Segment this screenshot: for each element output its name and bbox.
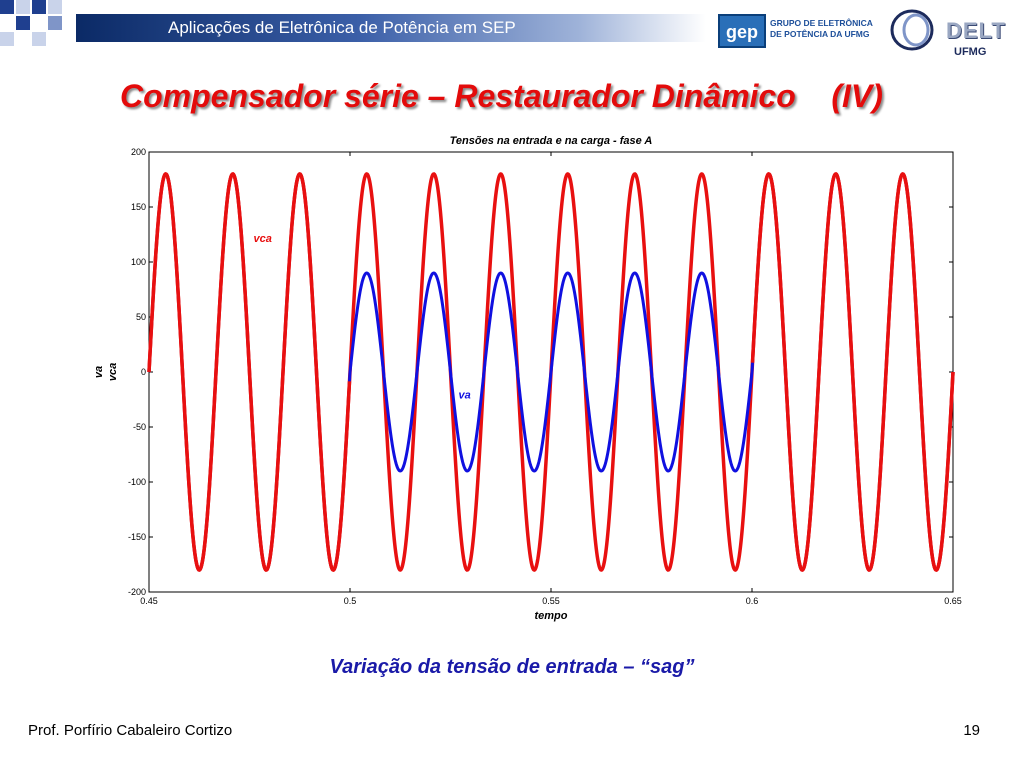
slide-header: Aplicações de Eletrônica de Potência em … [0, 0, 1024, 58]
delt-logo-icon [890, 9, 934, 51]
y-tick-label: 100 [131, 257, 146, 267]
logos: gep GRUPO DE ELETRÔNICA DE POTÊNCIA DA U… [718, 8, 1018, 58]
deco-square [0, 32, 14, 46]
x-tick-label: 0.45 [140, 596, 158, 606]
y-tick-label: -100 [128, 477, 146, 487]
y-tick-label: -150 [128, 532, 146, 542]
chart-title: Tensões na entrada e na carga - fase A [450, 135, 653, 147]
x-tick-label: 0.65 [944, 596, 962, 606]
series-annotation-va: va [459, 389, 471, 401]
series-annotation-vca: vca [254, 233, 272, 245]
deco-square [32, 0, 46, 14]
x-tick-label: 0.5 [344, 596, 357, 606]
slide-title: Compensador série – Restaurador Dinâmico… [120, 78, 883, 114]
delt-logo-text: DELT [946, 18, 1006, 43]
header-gradient-strip [76, 14, 706, 42]
deco-square [48, 16, 62, 30]
ufmg-logo-text: UFMG [954, 46, 987, 58]
axis-ticks: 0.45 0.5 0.55 0.6 0.65 200 150 100 50 0 -50 -100 -15… [128, 147, 962, 606]
deco-square [16, 0, 30, 14]
gep-logo-text: gep [725, 22, 758, 42]
y-axis-label-vca: vca [107, 363, 119, 381]
gep-group-name: GRUPO DE ELETRÔNICA DE POTÊNCIA DA UFMG [770, 18, 873, 39]
page-number: 19 [963, 722, 980, 739]
voltage-chart: Tensões na entrada e na carga - fase A t… [93, 135, 962, 622]
gep-logo [718, 14, 766, 48]
chart-caption: Variação da tensão de entrada – “sag” [329, 656, 695, 678]
deco-square [32, 32, 46, 46]
footer-author: Prof. Porfírio Cabaleiro Cortizo [28, 722, 233, 739]
y-tick-label: -50 [133, 422, 146, 432]
presentation-title: Aplicações de Eletrônica de Potência em … [168, 18, 516, 37]
x-tick-label: 0.6 [746, 596, 759, 606]
y-tick-label: 150 [131, 202, 146, 212]
deco-square [0, 0, 14, 14]
y-tick-label: -200 [128, 587, 146, 597]
y-tick-label: 50 [136, 312, 146, 322]
decorative-squares [0, 0, 80, 48]
deco-square [16, 16, 30, 30]
series-layer [147, 172, 955, 572]
y-tick-label: 0 [141, 367, 146, 377]
y-tick-label: 200 [131, 147, 146, 157]
x-axis-label: tempo [535, 610, 568, 622]
series-line-vca-overlay [147, 172, 955, 572]
x-tick-label: 0.55 [542, 596, 560, 606]
deco-square [48, 0, 62, 14]
y-axis-label-va: va [93, 366, 105, 378]
